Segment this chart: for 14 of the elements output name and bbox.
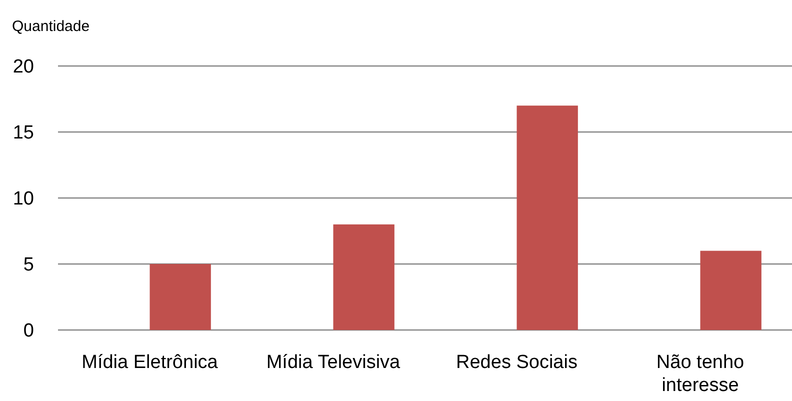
y-axis-title: Quantidade	[12, 18, 90, 35]
y-tick-label: 0	[23, 320, 34, 342]
y-tick-label: 20	[12, 56, 34, 78]
x-tick-label: Não tenho interesse	[656, 352, 744, 396]
x-tick-label: Mídia Televisiva	[266, 352, 401, 373]
bar	[333, 224, 394, 330]
bar	[516, 106, 578, 330]
bar	[700, 250, 762, 330]
bar	[150, 264, 211, 330]
y-tick-label: 5	[23, 254, 34, 276]
y-tick-label: 10	[12, 188, 34, 210]
x-tick-label: Mídia Eletrônica	[82, 352, 218, 373]
y-tick-label: 15	[12, 122, 34, 144]
x-tick-label: Redes Sociais	[456, 352, 578, 373]
